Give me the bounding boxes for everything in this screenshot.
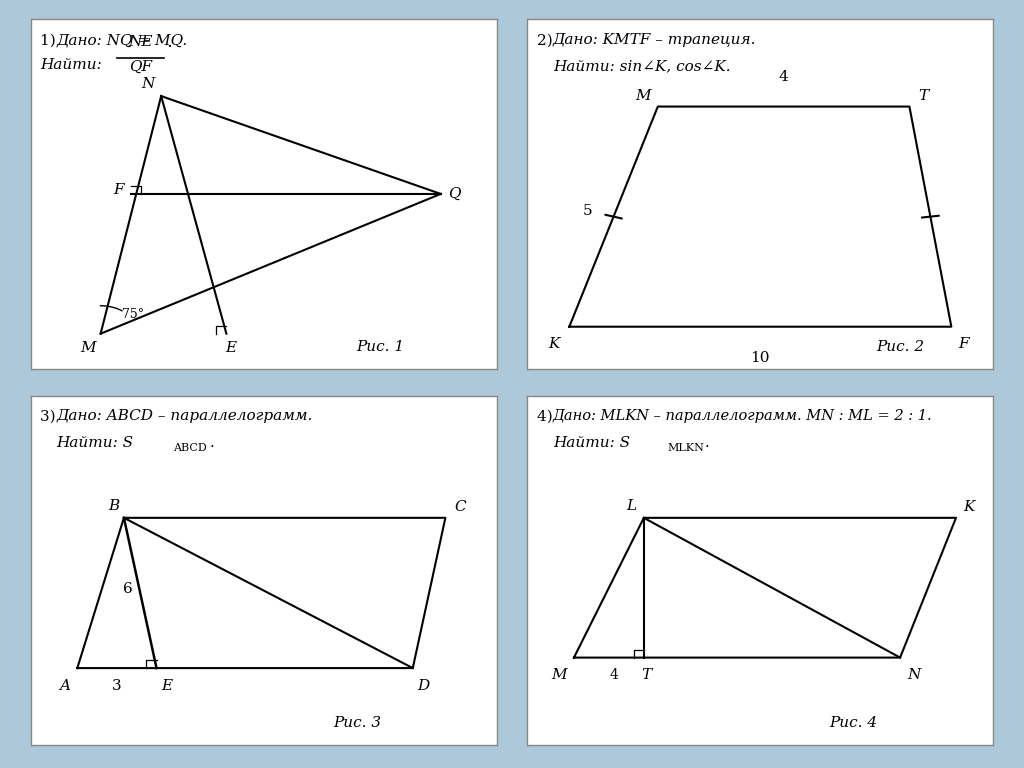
Text: N: N — [141, 77, 155, 91]
Text: Дано: KMTF – трапеция.: Дано: KMTF – трапеция. — [553, 33, 757, 47]
Text: M: M — [551, 668, 567, 682]
Text: T: T — [919, 89, 929, 103]
Text: F: F — [114, 184, 124, 197]
Text: Найти: S: Найти: S — [56, 435, 133, 450]
Text: Дано: NQ = MQ.: Дано: NQ = MQ. — [56, 33, 187, 47]
Text: 75°: 75° — [122, 308, 143, 321]
Text: Q: Q — [447, 187, 460, 201]
Text: .: . — [705, 435, 710, 450]
Text: L: L — [627, 498, 637, 512]
Text: Рис. 3: Рис. 3 — [333, 717, 381, 730]
Text: 4: 4 — [778, 70, 788, 84]
Text: NE: NE — [128, 35, 153, 49]
Text: Рис. 1: Рис. 1 — [356, 340, 404, 354]
Text: M: M — [80, 341, 96, 355]
Text: F: F — [958, 337, 969, 351]
Text: 4: 4 — [609, 668, 618, 682]
Text: A: A — [59, 679, 71, 693]
Text: 5: 5 — [583, 204, 593, 218]
Text: 3: 3 — [112, 679, 122, 693]
Text: Найти: S: Найти: S — [553, 435, 630, 450]
Text: K: K — [963, 500, 975, 515]
Text: QF: QF — [129, 59, 152, 74]
Text: Рис. 2: Рис. 2 — [877, 340, 924, 354]
Text: 4): 4) — [537, 409, 557, 423]
Text: Дано: MLKN – параллелограмм. MN : ML = 2 : 1.: Дано: MLKN – параллелограмм. MN : ML = 2… — [553, 409, 933, 423]
Text: 2): 2) — [537, 33, 557, 47]
Text: 6: 6 — [124, 582, 133, 597]
Text: E: E — [225, 341, 237, 355]
Text: M: M — [635, 89, 651, 103]
Text: 10: 10 — [751, 351, 770, 365]
Text: C: C — [455, 500, 466, 515]
Text: D: D — [418, 679, 430, 693]
Text: Дано: ABCD – параллелограмм.: Дано: ABCD – параллелограмм. — [56, 409, 312, 423]
Text: E: E — [161, 679, 172, 693]
Text: MLKN: MLKN — [668, 442, 705, 452]
Text: ABCD: ABCD — [173, 442, 207, 452]
Text: T: T — [641, 668, 651, 682]
Text: .: . — [210, 435, 215, 450]
Text: K: K — [549, 337, 560, 351]
Text: B: B — [108, 498, 119, 512]
Text: N: N — [907, 668, 921, 682]
Text: Найти:: Найти: — [40, 58, 106, 71]
Text: Найти: sin∠K, cos∠K.: Найти: sin∠K, cos∠K. — [553, 59, 730, 74]
Text: 1): 1) — [40, 33, 60, 47]
Text: 3): 3) — [40, 409, 60, 423]
Text: .: . — [166, 33, 172, 51]
Text: Рис. 4: Рис. 4 — [829, 717, 878, 730]
